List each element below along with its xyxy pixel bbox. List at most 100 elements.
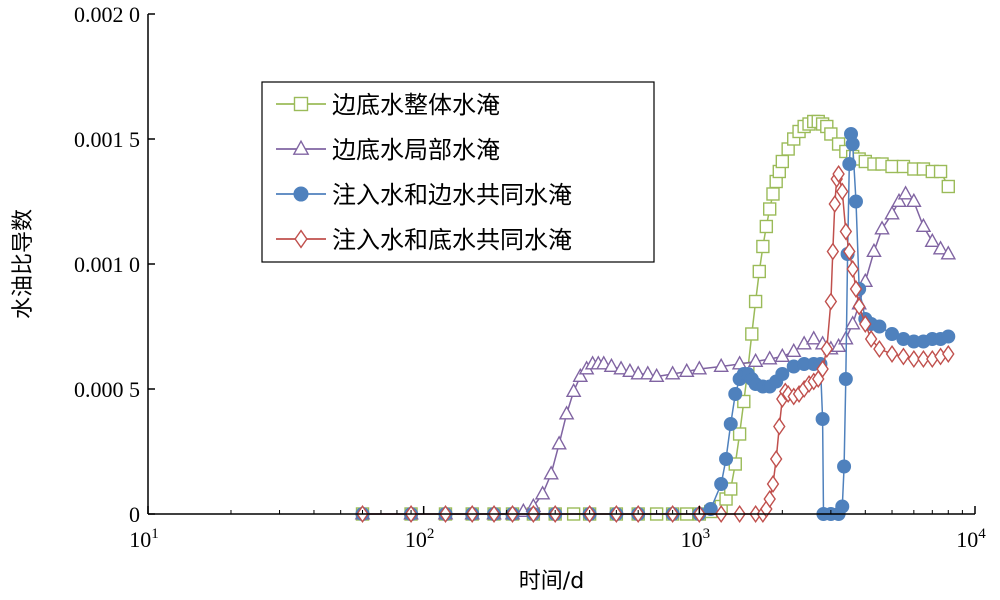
data-point [872,319,887,334]
data-point [664,365,681,380]
data-point [752,264,766,279]
legend-label: 注入水和边水共同水淹 [332,181,572,209]
data-point [941,179,955,194]
data-point [891,192,907,208]
data-point [824,292,838,311]
data-point [714,477,729,492]
data-point [830,337,847,352]
data-point [595,355,612,370]
data-point [630,365,646,380]
data-point [885,327,900,342]
data-point [917,349,930,369]
plot-marks [354,114,957,524]
data-point [941,329,956,344]
data-point [613,360,629,375]
legend-item: 注入水和底水共同水淹 [276,226,572,254]
y-tick-label: 0.000 5 [74,377,140,402]
data-point [773,417,786,436]
data-point [835,499,850,514]
data-point [691,360,708,375]
data-point [747,352,764,367]
x-tick-label: 101 [129,526,159,552]
data-point [839,222,853,241]
y-tick-label: 0.001 5 [74,127,140,152]
data-point [678,362,695,377]
data-point [728,387,743,402]
data-point [759,219,774,234]
data-point [864,329,878,349]
data-point [703,502,718,517]
data-point [846,259,859,279]
legend-box [261,81,655,263]
data-point [713,357,729,372]
data-point [565,382,582,397]
legend-label: 边底水整体水淹 [332,91,500,119]
legend-item: 边底水局部水淹 [276,136,500,164]
x-tick-label: 102 [405,526,435,552]
data-point [837,459,852,474]
data-point [932,240,949,255]
data-point [816,359,829,379]
data-point [906,192,922,208]
data-point [842,156,857,171]
data-point [940,245,957,260]
legend-marker [293,186,309,202]
data-point [907,349,921,369]
data-point [874,220,890,235]
x-tick-label: 103 [681,526,711,552]
data-point [885,159,899,174]
data-point [843,242,856,261]
data-point [915,217,932,233]
data-point [942,344,955,364]
data-point [848,194,863,209]
data-point [766,187,780,201]
legend-item: 注入水和边水共同水淹 [276,181,572,209]
data-point [648,367,665,382]
data-point [745,327,759,341]
data-point [761,350,778,365]
legend-marker [292,139,310,155]
data-point [763,202,777,216]
data-point [849,279,863,299]
data-point [775,154,790,169]
data-point [543,465,559,480]
data-point [832,164,845,184]
legend-item: 边底水整体水淹 [276,91,500,119]
data-point [572,367,589,382]
data-point [805,330,822,345]
data-point [885,344,899,364]
data-point [884,205,900,220]
data-point [866,242,882,257]
legend-label: 注入水和底水共同水淹 [332,226,572,254]
data-point [844,315,861,330]
data-point [719,452,734,467]
data-point [873,339,886,359]
series-line [362,192,949,515]
data-point [763,489,776,509]
data-point [815,412,830,427]
data-point [774,347,791,362]
x-ticks: 101 102 103 104 [129,506,986,552]
data-point [852,297,866,316]
y-ticks: 0 0.000 5 0.001 0 0.001 5 0.002 0 [74,2,155,527]
data-point [723,417,738,432]
y-tick-label: 0 [129,502,140,527]
data-point [737,394,751,409]
data-point [820,339,834,359]
data-point [785,342,802,357]
data-point [534,485,551,500]
y-tick-label: 0.001 0 [74,252,140,277]
data-point [622,362,638,377]
data-point [826,242,840,261]
y-tick-label: 0.002 0 [74,2,140,27]
y-axis-title: 水油比导数 [11,209,36,319]
data-point [933,164,948,179]
data-point [551,435,567,450]
data-point [775,367,790,382]
data-point [845,136,860,151]
data-point [766,474,780,494]
data-point [836,182,849,201]
legend-marker [293,96,309,112]
